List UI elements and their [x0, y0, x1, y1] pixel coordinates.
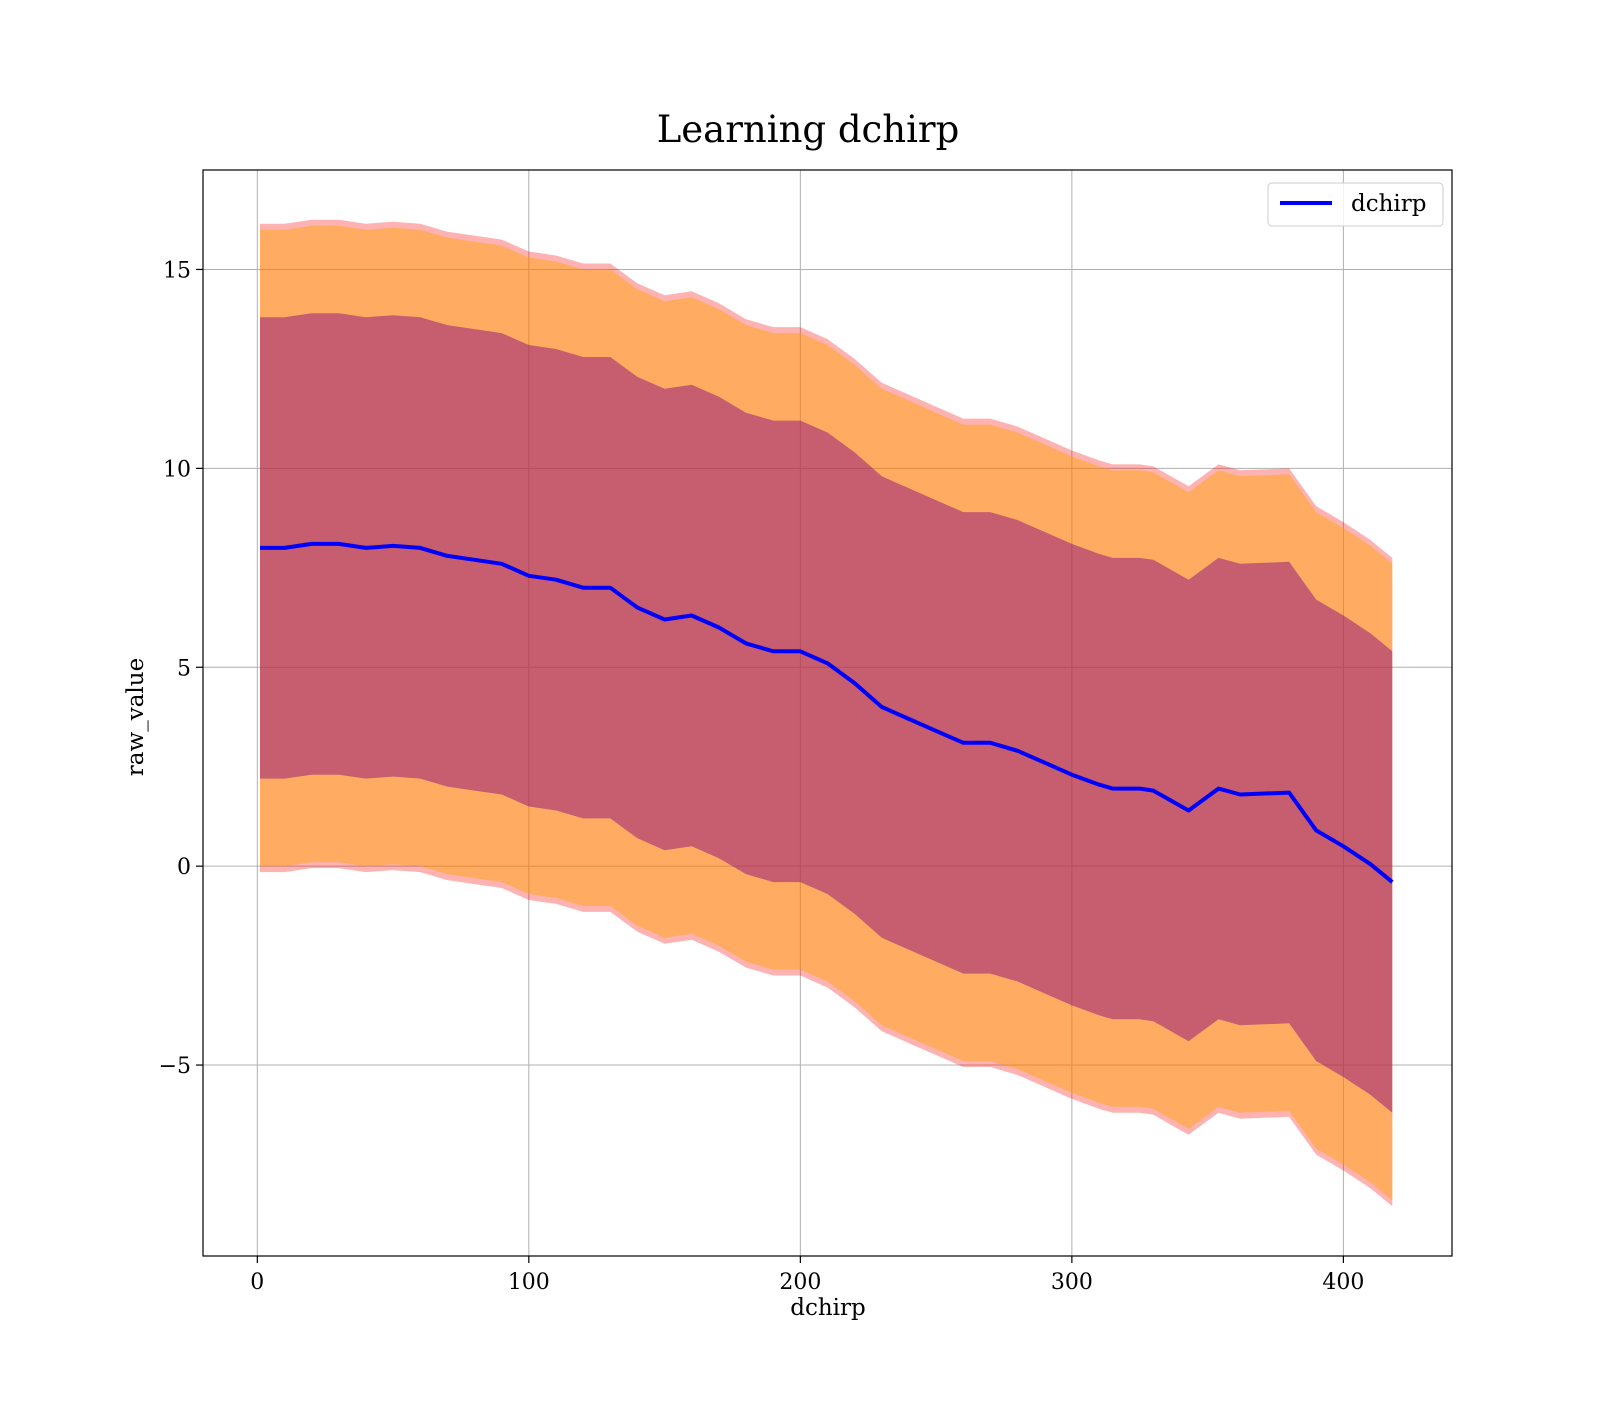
x-tick-label-1: 100	[508, 1270, 550, 1295]
chart-title: Learning dchirp	[657, 108, 960, 151]
legend-label-dchirp: dchirp	[1351, 191, 1427, 217]
legend: dchirp	[1267, 182, 1444, 227]
y-tick-label-3: 10	[163, 457, 191, 482]
plot-frame	[202, 169, 1453, 1257]
plot-area: 0 100 200 300 400 −5 0 5 10 15	[159, 169, 1453, 1295]
y-tick-label-1: 0	[177, 855, 191, 880]
band-inner	[260, 313, 1393, 1113]
x-tick-label-0: 0	[250, 1270, 264, 1295]
legend-frame	[1267, 182, 1444, 227]
x-tick-label-4: 400	[1322, 1270, 1364, 1295]
band-outer-edge	[260, 219, 1393, 1207]
x-tick-label-2: 200	[779, 1270, 821, 1295]
y-axis-label: raw_value	[123, 658, 149, 776]
y-tick-label-4: 15	[163, 258, 191, 283]
y-tick-label-0: −5	[159, 1054, 191, 1079]
x-tick-label-3: 300	[1051, 1270, 1093, 1295]
band-outer	[260, 225, 1393, 1201]
x-axis-label: dchirp	[790, 1295, 866, 1321]
y-tick-label-2: 5	[177, 656, 191, 681]
series-line-dchirp	[260, 541, 1394, 884]
